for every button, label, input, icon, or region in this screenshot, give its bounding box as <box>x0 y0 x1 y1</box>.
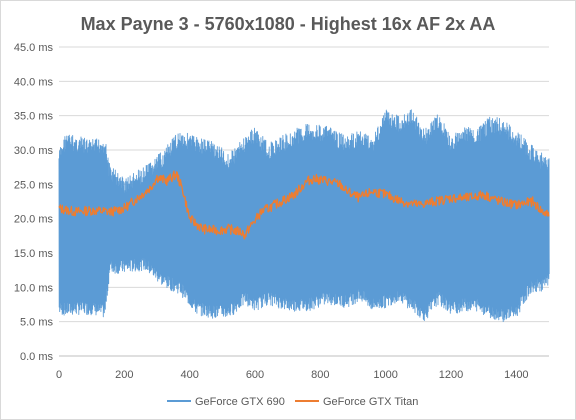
y-tick-label: 5.0 ms <box>20 317 54 329</box>
y-tick-label: 35.0 ms <box>14 111 54 123</box>
y-tick-labels: 0.0 ms 5.0 ms 10.0 ms 15.0 ms 20.0 ms 25.0 ms… <box>14 42 54 363</box>
legend: GeForce GTX 690 GeForce GTX Titan <box>167 396 418 408</box>
x-tick-label: 200 <box>115 369 133 381</box>
y-tick-label: 45.0 ms <box>14 42 54 54</box>
y-tick-label: 10.0 ms <box>14 282 54 294</box>
x-tick-label: 1000 <box>373 369 397 381</box>
y-tick-label: 30.0 ms <box>14 145 54 157</box>
x-tick-label: 800 <box>311 369 329 381</box>
legend-label-gtx-titan: GeForce GTX Titan <box>323 396 418 408</box>
series-line-gtx-titan <box>58 170 550 240</box>
x-tick-label: 600 <box>246 369 264 381</box>
chart-title: Max Payne 3 - 5760x1080 - Highest 16x AF… <box>81 14 496 34</box>
series-line-gtx-690 <box>58 109 550 323</box>
y-tick-label: 15.0 ms <box>14 248 54 260</box>
x-tick-label: 1400 <box>504 369 528 381</box>
series-layer <box>58 109 550 323</box>
y-tick-label: 25.0 ms <box>14 179 54 191</box>
y-tick-label: 40.0 ms <box>14 76 54 88</box>
x-tick-label: 0 <box>56 369 62 381</box>
legend-label-gtx-690: GeForce GTX 690 <box>195 396 285 408</box>
x-tick-label: 400 <box>180 369 198 381</box>
y-tick-label: 0.0 ms <box>20 351 54 363</box>
x-tick-label: 1200 <box>439 369 463 381</box>
y-tick-label: 20.0 ms <box>14 214 54 226</box>
x-tick-labels: 0 200 400 600 800 1000 1200 1400 <box>56 369 529 381</box>
